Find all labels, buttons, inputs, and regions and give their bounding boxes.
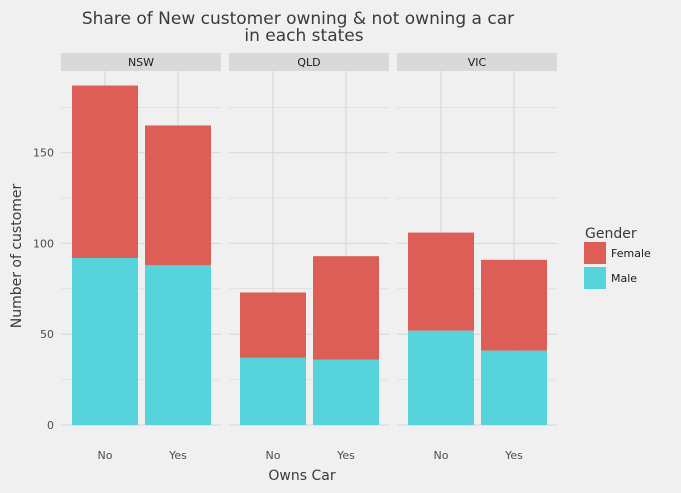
x-tick-label-vic-no: No [434,449,449,462]
chart-title-line-2: in each states [244,26,363,46]
bar-qld-no-male [240,357,306,425]
bar-vic-yes-female [481,259,547,351]
y-tick-label-100: 100 [33,237,54,250]
bar-nsw-no-female [72,85,138,258]
legend: Gender Female Male [584,226,651,289]
facet-nsw: NSW No Yes [61,53,221,462]
legend-swatch-male [584,267,606,289]
bar-vic-no-female [408,232,474,331]
facet-vic: VIC No Yes [397,53,557,462]
x-tick-label-nsw-yes: Yes [168,449,187,462]
legend-swatch-female [584,242,606,264]
facet-strip-nsw [61,53,221,71]
y-tick-label-50: 50 [40,328,54,341]
x-tick-label-vic-yes: Yes [504,449,523,462]
legend-label-male: Male [611,272,637,285]
y-tick-label-0: 0 [47,419,54,432]
facet-strip-label-vic: VIC [468,56,487,69]
x-axis-title: Owns Car [268,468,335,484]
bar-nsw-yes-male [145,265,211,425]
facet-qld: QLD No Yes [229,53,389,462]
legend-title: Gender [585,226,637,242]
bar-qld-yes-male [313,359,379,425]
x-tick-label-qld-no: No [266,449,281,462]
y-tick-label-150: 150 [33,147,54,160]
y-axis-title: Number of customer [9,183,25,328]
x-tick-label-nsw-no: No [98,449,113,462]
facet-strip-vic [397,53,557,71]
bar-nsw-yes-female [145,125,211,266]
y-axis-ticks: 0 50 100 150 [33,147,54,432]
facet-strip-label-nsw: NSW [128,56,154,69]
bar-qld-no-female [240,292,306,358]
bar-vic-no-male [408,330,474,425]
facet-strip-qld [229,53,389,71]
x-tick-label-qld-yes: Yes [336,449,355,462]
facet-panels: NSW No Yes QLD No Yes VIC No Yes [61,53,557,462]
chart-title-line-1: Share of New customer owning & not ownin… [82,9,514,29]
bar-vic-yes-male [481,350,547,425]
legend-label-female: Female [611,247,651,260]
bar-nsw-no-male [72,257,138,425]
bar-qld-yes-female [313,256,379,360]
facet-strip-label-qld: QLD [297,56,320,69]
